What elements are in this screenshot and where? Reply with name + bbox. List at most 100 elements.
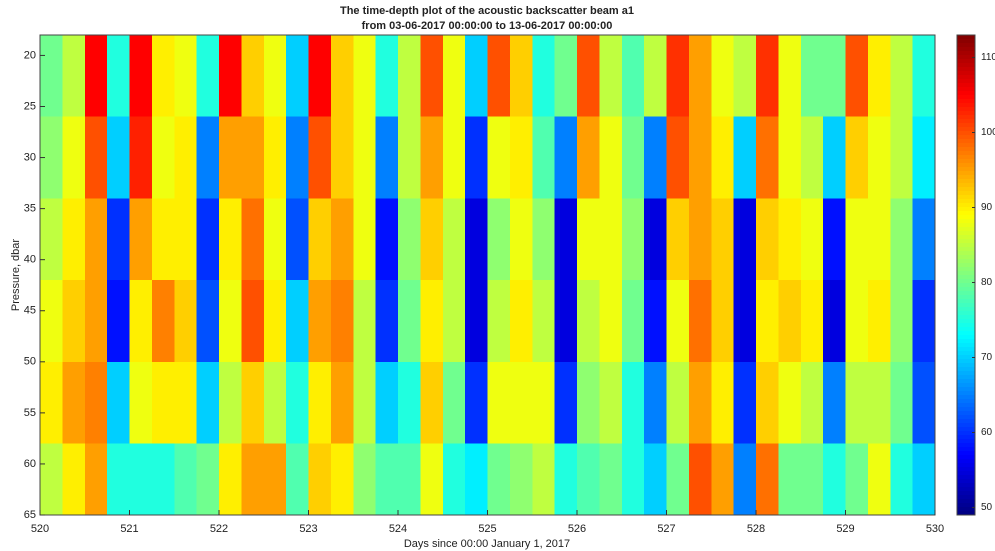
colorbar-swatch xyxy=(957,391,975,396)
colorbar-swatch xyxy=(957,47,975,52)
heatmap-cell xyxy=(330,116,354,199)
colorbar-swatch xyxy=(957,375,975,380)
heatmap-cell xyxy=(711,361,735,445)
y-tick-label: 25 xyxy=(24,100,36,112)
heatmap-cell xyxy=(353,443,377,516)
heatmap-cell xyxy=(845,443,869,516)
heatmap-cell xyxy=(487,116,511,199)
heatmap-cell xyxy=(487,35,511,118)
colorbar-swatch xyxy=(957,131,975,136)
x-tick-label: 527 xyxy=(657,523,675,535)
heatmap-cell xyxy=(40,116,63,199)
heatmap-cell xyxy=(308,361,332,445)
heatmap-cell xyxy=(196,361,220,445)
heatmap-cell xyxy=(330,35,354,118)
colorbar-swatch xyxy=(957,443,975,448)
colorbar-tick-label: 80 xyxy=(981,277,993,288)
colorbar-swatch xyxy=(957,267,975,272)
heatmap-cell xyxy=(107,35,130,118)
colorbar-swatch xyxy=(957,479,975,484)
heatmap-cell xyxy=(711,280,735,363)
heatmap-cell xyxy=(577,35,600,118)
heatmap-cell xyxy=(219,443,242,516)
heatmap-cell xyxy=(196,280,220,363)
colorbar-swatch xyxy=(957,363,975,368)
colorbar-swatch xyxy=(957,235,975,240)
colorbar-swatch xyxy=(957,223,975,228)
heatmap-cell xyxy=(711,116,735,199)
colorbar-swatch xyxy=(957,459,975,464)
colorbar-tick-label: 90 xyxy=(981,202,993,213)
colorbar-swatch xyxy=(957,127,975,132)
heatmap-cell xyxy=(711,443,735,516)
heatmap-cell xyxy=(577,280,600,363)
heatmap-cell xyxy=(151,361,175,445)
colorbar-swatch xyxy=(957,367,975,372)
x-tick-label: 530 xyxy=(926,523,944,535)
heatmap-cell xyxy=(107,361,130,445)
colorbar-swatch xyxy=(957,263,975,268)
heatmap-cell xyxy=(688,443,712,516)
heatmap-cell xyxy=(890,198,914,281)
heatmap-cell xyxy=(196,443,220,516)
x-tick-label: 528 xyxy=(747,523,765,535)
heatmap-cell xyxy=(353,35,377,118)
colorbar-swatch xyxy=(957,155,975,160)
heatmap-cell xyxy=(151,35,175,118)
heatmap-cell xyxy=(420,198,444,281)
chart-title: The time-depth plot of the acoustic back… xyxy=(340,5,634,17)
colorbar-swatch xyxy=(957,195,975,200)
heatmap-cell xyxy=(621,35,645,118)
heatmap-cell xyxy=(733,116,757,199)
colorbar-swatch xyxy=(957,83,975,88)
heatmap-cell xyxy=(912,280,936,363)
heatmap-cell xyxy=(84,198,108,281)
heatmap-cell xyxy=(465,280,488,363)
heatmap-cell xyxy=(196,198,220,281)
heatmap-cell xyxy=(129,198,153,281)
heatmap-cell xyxy=(666,198,690,281)
colorbar-swatch xyxy=(957,171,975,176)
heatmap-cell xyxy=(532,443,556,516)
heatmap-cell xyxy=(398,280,421,363)
x-axis-label: Days since 00:00 January 1, 2017 xyxy=(404,538,570,550)
colorbar-swatch xyxy=(957,67,975,72)
heatmap-cell xyxy=(62,198,86,281)
heatmap-cell xyxy=(40,443,63,516)
heatmap-cell xyxy=(398,116,421,199)
heatmap-cell xyxy=(778,443,802,516)
heatmap-cell xyxy=(129,35,153,118)
heatmap-cell xyxy=(509,198,533,281)
heatmap-cell xyxy=(845,198,869,281)
heatmap-cell xyxy=(554,443,578,516)
colorbar-swatch xyxy=(957,419,975,424)
colorbar-swatch xyxy=(957,343,975,348)
heatmap-cell xyxy=(554,361,578,445)
heatmap-cell xyxy=(733,198,757,281)
heatmap-cell xyxy=(219,198,242,281)
colorbar-swatch xyxy=(957,103,975,108)
heatmap-cell xyxy=(398,361,421,445)
colorbar-swatch xyxy=(957,395,975,400)
heatmap-cell xyxy=(800,443,824,516)
heatmap-cell xyxy=(442,116,466,199)
heatmap-cell xyxy=(778,35,802,118)
colorbar-swatch xyxy=(957,259,975,264)
heatmap-cell xyxy=(84,361,108,445)
heatmap-cell xyxy=(666,443,690,516)
colorbar-swatch xyxy=(957,275,975,280)
heatmap-cell xyxy=(398,35,421,118)
colorbar-swatch xyxy=(957,147,975,152)
y-tick-label: 30 xyxy=(24,151,36,163)
colorbar-swatch xyxy=(957,239,975,244)
heatmap-cell xyxy=(845,280,869,363)
heatmap-cell xyxy=(688,198,712,281)
colorbar-swatch xyxy=(957,319,975,324)
heatmap-cell xyxy=(241,198,265,281)
heatmap-cell xyxy=(375,280,399,363)
heatmap-cell xyxy=(442,198,466,281)
heatmap-cell xyxy=(174,361,198,445)
heatmap-cell xyxy=(621,361,645,445)
heatmap-cell xyxy=(912,198,936,281)
colorbar: 50 60 70 80 90 100 110 xyxy=(956,34,995,516)
